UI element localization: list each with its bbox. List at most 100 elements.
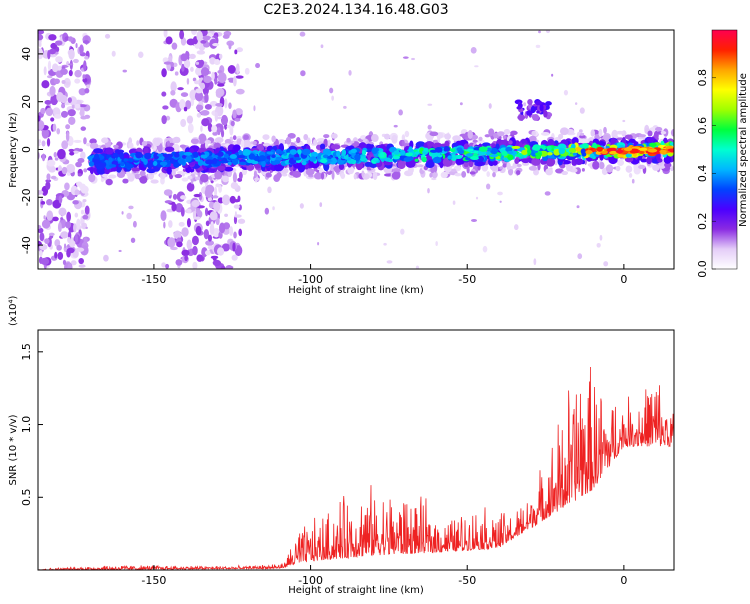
spectrogram-cell — [501, 151, 508, 157]
spectrogram-cell — [73, 139, 82, 143]
spectrogram-cell — [341, 149, 347, 157]
spectrogram-cell — [425, 141, 435, 148]
spectrogram-cell — [120, 161, 125, 167]
spectrogram-cell — [431, 177, 437, 181]
spectrogram-cell — [181, 63, 185, 72]
spectrogram-cell — [236, 47, 244, 53]
spectrogram-cell — [72, 150, 79, 154]
spectrogram-cell — [540, 131, 550, 136]
spectrogram-cell — [625, 165, 633, 173]
spectrogram-cell — [227, 65, 236, 74]
spectrogram-cell — [517, 114, 526, 121]
spectrogram-cell — [139, 170, 146, 177]
spectrogram-cell — [239, 161, 247, 165]
spectrogram-cell — [516, 163, 522, 168]
spectrogram-cell — [68, 48, 75, 60]
spectrogram-cell — [54, 239, 61, 247]
spectrogram-cell — [489, 154, 499, 158]
spectrogram-cell — [471, 219, 478, 222]
spectrogram-cell — [297, 149, 302, 155]
spectrogram-cell — [82, 74, 86, 80]
spectrogram-cell — [528, 165, 538, 171]
spectrogram-cell — [670, 128, 674, 137]
spectrogram-cell — [58, 195, 63, 204]
spectrogram-cell — [242, 149, 251, 156]
spectrogram-cell — [67, 236, 71, 244]
spectrogram-cell — [465, 153, 473, 157]
spectrogram-cell — [217, 72, 227, 84]
spectrogram-cell — [535, 44, 541, 49]
spectrogram-cell — [253, 105, 256, 112]
spectrogram-cell — [514, 157, 520, 165]
spectrogram-cell — [507, 154, 514, 161]
spectrogram-cell — [399, 149, 406, 156]
spectrogram-cell — [555, 168, 564, 174]
spectrogram-cell — [224, 166, 234, 172]
spectrogram-cell — [159, 171, 166, 180]
spectrogram-cell — [138, 51, 144, 59]
spectrogram-cell — [67, 109, 76, 117]
spectrogram-cell — [186, 78, 190, 85]
spectrogram-cell — [243, 134, 249, 140]
spectrogram-cell — [205, 240, 215, 246]
spectrogram-cell — [46, 159, 56, 167]
spectrogram-cell — [52, 216, 59, 222]
spectrogram-cell — [47, 50, 51, 60]
spectrogram-cell — [80, 209, 85, 215]
spectrogram-cell — [190, 138, 200, 145]
spectrogram-cell — [70, 260, 77, 266]
spectrogram-cell — [73, 58, 79, 64]
spectrogram-cell — [271, 154, 276, 159]
spectrogram-cell — [492, 172, 496, 178]
spectrogram-cell — [212, 43, 220, 47]
spectrogram-cell — [171, 42, 178, 50]
spectrogram-cell — [450, 154, 457, 161]
spectrogram-cell — [638, 150, 645, 154]
snr-y-tick-label: 1.5 — [20, 343, 33, 361]
spectrogram-cell — [189, 53, 196, 60]
spectrogram-cell — [78, 88, 87, 96]
spectrogram-cell — [598, 161, 605, 170]
spectrogram-cell — [434, 147, 443, 153]
spectrogram-cell — [262, 134, 270, 140]
spectrogram-cell — [230, 266, 234, 269]
spectrogram-cell — [571, 168, 578, 173]
spectrogram-cell — [193, 216, 201, 220]
spectrogram-cell — [198, 133, 207, 145]
spectrogram-cell — [195, 104, 204, 111]
snr-series-line — [38, 367, 674, 570]
spectrogram-cell — [173, 161, 180, 168]
spectrogram-cell — [536, 110, 540, 114]
spectrogram-cell — [161, 91, 167, 97]
spectrogram-cell — [477, 155, 485, 162]
spectrogram-cell — [414, 158, 419, 162]
spectrogram-cell — [179, 144, 186, 148]
spectrogram-cell — [599, 234, 603, 241]
spectrogram-cell — [232, 158, 239, 166]
spectrogram-cell — [46, 210, 54, 221]
colorbar: 0.0 0.2 0.4 0.6 0.8 Normalized spectral ampl… — [696, 29, 749, 278]
spectrogram-cell — [605, 164, 614, 173]
spectrogram-cell — [56, 244, 62, 251]
spectrogram-cell — [164, 200, 173, 204]
spectrogram-cell — [379, 151, 385, 158]
spectrogram-x-tick-label: 0 — [620, 273, 627, 286]
spectrogram-cell — [48, 232, 55, 237]
spectrogram-cell — [581, 168, 585, 172]
spectrogram-cell — [184, 254, 188, 262]
spectrogram-cell — [136, 140, 140, 146]
spectrogram-cell — [89, 138, 97, 144]
spectrogram-cell — [258, 155, 267, 162]
spectrogram-cell — [421, 156, 427, 163]
spectrogram-cell — [126, 212, 132, 220]
spectrogram-cell — [71, 104, 75, 109]
spectrogram-cell — [132, 220, 137, 228]
spectrogram-cell — [338, 163, 345, 171]
spectrogram-cell — [646, 137, 655, 143]
spectrogram-cell — [628, 173, 633, 178]
spectrogram-cell — [454, 172, 462, 177]
spectrogram-cell — [255, 63, 261, 69]
spectrogram-cell — [323, 134, 330, 139]
spectrogram-cell — [103, 254, 109, 262]
spectrogram-cell — [180, 37, 187, 46]
